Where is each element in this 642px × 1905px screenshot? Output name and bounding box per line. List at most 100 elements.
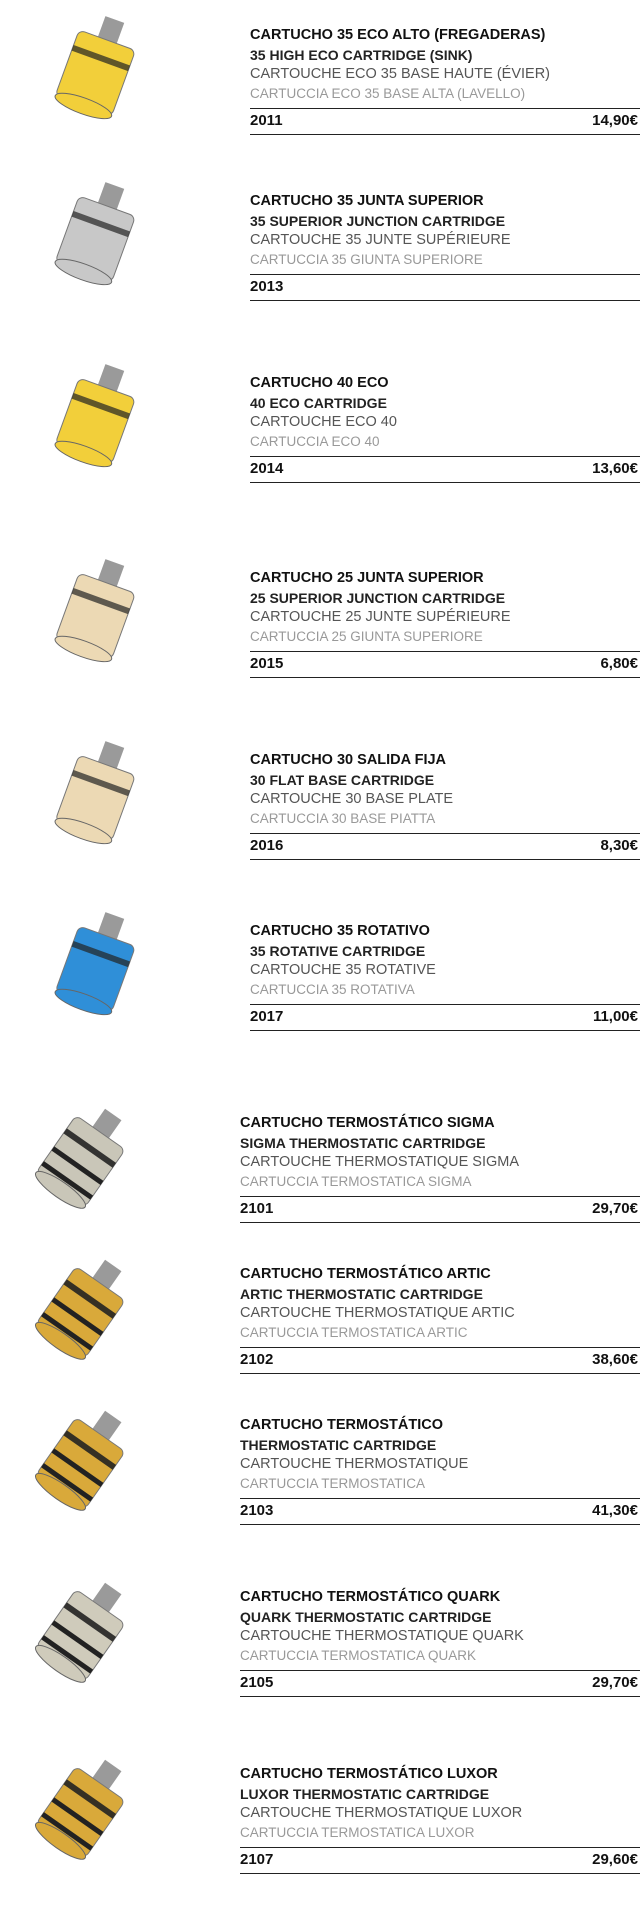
product-line: CARTOUCHE 25 JUNTE SUPÉRIEURE xyxy=(250,609,511,625)
product-price: 38,60€ xyxy=(592,1351,638,1368)
product-line: CARTOUCHE THERMOSTATIQUE SIGMA xyxy=(240,1154,520,1170)
rule xyxy=(250,134,640,135)
product: CARTUCHO TERMOSTÁTICO SIGMA SIGMA THERMOS… xyxy=(0,1108,642,1254)
rule xyxy=(240,1873,640,1874)
product-image xyxy=(34,1108,124,1209)
product-line: CARTUCHO TERMOSTÁTICO ARTIC xyxy=(240,1266,491,1282)
product-line: CARTOUCHE THERMOSTATIQUE ARTIC xyxy=(240,1305,515,1321)
product-code: 2016 xyxy=(250,837,284,854)
product-line: CARTOUCHE THERMOSTATIQUE LUXOR xyxy=(240,1805,523,1821)
product-line: LUXOR THERMOSTATIC CARTRIDGE xyxy=(240,1785,490,1802)
product-code: 2102 xyxy=(240,1351,274,1368)
rule xyxy=(240,1498,640,1499)
product-line: CARTOUCHE THERMOSTATIQUE QUARK xyxy=(240,1628,524,1644)
product-image xyxy=(34,1259,124,1360)
rule xyxy=(240,1347,640,1348)
product-price: 29,60€ xyxy=(592,1851,638,1868)
product: CARTUCHO TERMOSTÁTICO ARTIC ARTIC THERMOS… xyxy=(0,1259,642,1405)
product-line: 35 SUPERIOR JUNCTION CARTRIDGE xyxy=(250,212,506,229)
rule xyxy=(240,1196,640,1197)
product: CARTUCHO 30 SALIDA FIJA 30 FLAT BASE CART… xyxy=(0,741,642,891)
product-line: CARTUCHO 30 SALIDA FIJA xyxy=(250,752,447,768)
product-line: 30 FLAT BASE CARTRIDGE xyxy=(250,771,435,788)
product: CARTUCHO 35 ECO ALTO (FREGADERAS) 35 HIGH… xyxy=(0,16,642,166)
rule xyxy=(250,108,640,109)
rule xyxy=(250,651,640,652)
product-line: SIGMA THERMOSTATIC CARTRIDGE xyxy=(240,1134,486,1151)
product-line: CARTUCCIA TERMOSTATICA SIGMA xyxy=(240,1173,472,1189)
product-line: CARTUCCIA TERMOSTATICA QUARK xyxy=(240,1647,477,1663)
rule xyxy=(240,1222,640,1223)
product-line: CARTUCHO TERMOSTÁTICO LUXOR xyxy=(240,1766,498,1782)
product-code: 2105 xyxy=(240,1674,274,1691)
product-line: THERMOSTATIC CARTRIDGE xyxy=(240,1436,437,1453)
product-line: CARTUCHO TERMOSTÁTICO xyxy=(240,1417,443,1433)
product-line: CARTUCHO 35 ROTATIVO xyxy=(250,923,430,939)
product-line: CARTUCHO 35 JUNTA SUPERIOR xyxy=(250,193,484,209)
product-image xyxy=(54,16,135,120)
rule xyxy=(240,1696,640,1697)
product-code: 2011 xyxy=(250,112,283,129)
product-line: CARTUCHO TERMOSTÁTICO SIGMA xyxy=(240,1115,495,1131)
rule xyxy=(250,300,640,301)
product-code: 2101 xyxy=(240,1200,274,1217)
rule xyxy=(250,456,640,457)
product: CARTUCHO 35 ROTATIVO 35 ROTATIVE CARTRIDG… xyxy=(0,912,642,1062)
product-line: QUARK THERMOSTATIC CARTRIDGE xyxy=(240,1608,492,1625)
product-price: 29,70€ xyxy=(592,1200,638,1217)
rule xyxy=(250,833,640,834)
rule xyxy=(240,1524,640,1525)
product-image xyxy=(54,912,135,1016)
rule xyxy=(250,1004,640,1005)
product-line: CARTOUCHE 30 BASE PLATE xyxy=(250,791,454,807)
product-price: 11,00€ xyxy=(592,1008,638,1025)
product-code: 2017 xyxy=(250,1008,284,1025)
product-image xyxy=(34,1759,124,1860)
rule xyxy=(250,1030,640,1031)
product-price: 13,60€ xyxy=(592,460,638,477)
product-line: CARTOUCHE ECO 40 xyxy=(250,414,397,430)
product-line: CARTUCHO 35 ECO ALTO (FREGADERAS) xyxy=(250,27,546,43)
product-line: 35 HIGH ECO CARTRIDGE (SINK) xyxy=(250,46,473,63)
product-line: CARTUCCIA 30 BASE PIATTA xyxy=(250,810,436,826)
product-price: 8,30€ xyxy=(600,837,638,854)
product-line: CARTUCCIA ECO 35 BASE ALTA (LAVELLO) xyxy=(250,85,526,101)
product-code: 2103 xyxy=(240,1502,274,1519)
product-line: CARTUCCIA 25 GIUNTA SUPERIORE xyxy=(250,628,483,644)
product-image xyxy=(54,559,135,663)
product-code: 2107 xyxy=(240,1851,274,1868)
product: CARTUCHO TERMOSTÁTICO LUXOR LUXOR THERMOS… xyxy=(0,1759,642,1905)
rule xyxy=(240,1847,640,1848)
product: CARTUCHO 35 JUNTA SUPERIOR 35 SUPERIOR JU… xyxy=(0,182,642,332)
product-line: CARTUCHO TERMOSTÁTICO QUARK xyxy=(240,1589,501,1605)
rule xyxy=(250,482,640,483)
product-line: CARTOUCHE THERMOSTATIQUE xyxy=(240,1456,469,1472)
rule xyxy=(250,274,640,275)
product-line: 25 SUPERIOR JUNCTION CARTRIDGE xyxy=(250,589,506,606)
product-line: CARTUCCIA 35 GIUNTA SUPERIORE xyxy=(250,251,483,267)
product-image xyxy=(54,741,135,845)
product-price: 29,70€ xyxy=(592,1674,638,1691)
product-line: ARTIC THERMOSTATIC CARTRIDGE xyxy=(240,1285,483,1302)
product-line: 35 ROTATIVE CARTRIDGE xyxy=(250,942,426,959)
product: CARTUCHO TERMOSTÁTICO THERMOSTATIC CARTRI… xyxy=(0,1410,642,1556)
product-image xyxy=(34,1582,124,1683)
product-price: 41,30€ xyxy=(592,1502,638,1519)
product-line: CARTUCHO 25 JUNTA SUPERIOR xyxy=(250,570,484,586)
product-line: CARTUCCIA TERMOSTATICA ARTIC xyxy=(240,1324,468,1340)
product-line: CARTOUCHE 35 JUNTE SUPÉRIEURE xyxy=(250,232,511,248)
product-line: CARTUCCIA 35 ROTATIVA xyxy=(250,981,415,997)
product-image xyxy=(34,1410,124,1511)
product: CARTUCHO TERMOSTÁTICO QUARK QUARK THERMOS… xyxy=(0,1582,642,1728)
product-line: CARTUCCIA ECO 40 xyxy=(250,433,380,449)
product: CARTUCHO 40 ECO 40 ECO CARTRIDGE CARTOUCHE… xyxy=(0,364,642,514)
product-image xyxy=(54,364,135,468)
rule xyxy=(240,1373,640,1374)
rule xyxy=(250,677,640,678)
product-line: CARTUCCIA TERMOSTATICA xyxy=(240,1475,426,1491)
product-line: CARTUCHO 40 ECO xyxy=(250,375,389,391)
rule xyxy=(250,859,640,860)
product-code: 2014 xyxy=(250,460,284,477)
product-line: CARTOUCHE 35 ROTATIVE xyxy=(250,962,436,978)
